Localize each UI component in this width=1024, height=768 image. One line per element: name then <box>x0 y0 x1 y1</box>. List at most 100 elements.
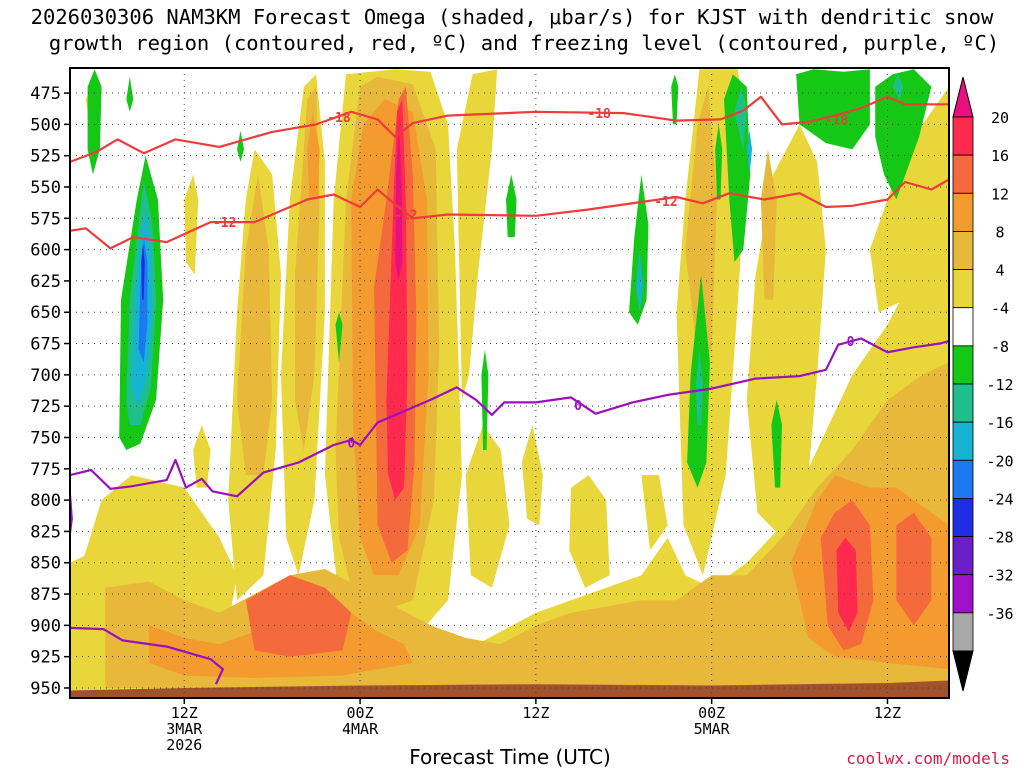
omega-shade-g12-55 <box>746 130 753 175</box>
y-tick-label-825: 825 <box>30 522 61 542</box>
contour-label-1-1: -12 <box>394 209 417 224</box>
contour-line-4 <box>70 626 224 685</box>
omega-shade-c4-15 <box>869 86 949 313</box>
colorbar-swatch-9 <box>952 459 974 499</box>
colorbar-swatch-11 <box>952 536 974 576</box>
colorbar-label-4: 4 <box>995 262 1004 280</box>
omega-shade-c4-12 <box>641 475 668 551</box>
y-tick-label-850: 850 <box>30 554 61 574</box>
contour-label-2-1: 0 <box>574 399 582 414</box>
omega-shade-c8-17 <box>237 174 273 476</box>
omega-shade-c4-9 <box>465 425 510 588</box>
omega-shade-c16-30 <box>896 512 932 626</box>
omega-shade-c20-32 <box>836 537 858 632</box>
y-tick-label-550: 550 <box>30 178 61 198</box>
y-tick-label-750: 750 <box>30 428 61 448</box>
contour-line-2 <box>70 337 949 498</box>
colorbar-swatch-3 <box>952 231 974 270</box>
contour-label-0-2: -18 <box>825 113 849 128</box>
colorbar-label-13: -36 <box>986 605 1013 623</box>
colorbar-swatch-12 <box>952 574 974 614</box>
credit-text: coolwx.com/models <box>846 749 1010 768</box>
x-tick-label-20-1: 12Z <box>522 704 549 722</box>
contour-label-1-2: -12 <box>654 195 677 210</box>
colorbar-label-11: -28 <box>986 529 1013 547</box>
colorbar-label-12: -32 <box>986 567 1013 585</box>
gridlines <box>70 68 949 698</box>
colorbar-swatch-2 <box>952 192 974 232</box>
y-tick-label-600: 600 <box>30 241 61 261</box>
x-tick-label-0-2: 3MAR <box>166 720 203 738</box>
omega-shade-g12-54 <box>636 249 644 313</box>
omega-shade-c4-10 <box>521 425 543 526</box>
contour-label-0-0: -18 <box>327 111 351 126</box>
colorbar-label-9: -20 <box>986 452 1013 470</box>
omega-shade-g4-47 <box>771 399 782 488</box>
y-tick-label-725: 725 <box>30 397 61 417</box>
colorbar-label-1: 16 <box>991 147 1009 165</box>
colorbar-swatch-1 <box>952 154 974 194</box>
contour-line-0 <box>70 95 949 163</box>
colorbar-swatch-10 <box>952 498 974 537</box>
x-tick-label-30-1: 00Z <box>698 704 725 722</box>
omega-shade-g4-43 <box>875 69 932 200</box>
omega-shade-g4-39 <box>629 174 649 325</box>
colorbar-label-3: 8 <box>995 223 1004 241</box>
contour-label-0-1: -18 <box>587 107 611 122</box>
colorbar-swatch-4 <box>952 269 974 309</box>
y-tick-label-675: 675 <box>30 335 61 355</box>
colorbar-swatch-0 <box>952 116 974 156</box>
x-tick-label-10-2: 4MAR <box>342 720 379 738</box>
plot-frame <box>69 67 950 699</box>
y-axis: 475 500 525 550 575 600 625 650 675 700 725 750 775 8… <box>30 84 70 699</box>
colorbar-label-8: -16 <box>986 414 1013 432</box>
contour-label-2-2: 0 <box>847 335 855 350</box>
y-tick-label-925: 925 <box>30 648 61 668</box>
colorbar-label-7: -12 <box>986 376 1013 394</box>
y-tick-label-800: 800 <box>30 491 61 511</box>
y-tick-label-625: 625 <box>30 272 61 292</box>
omega-shade-g4-37 <box>237 130 244 162</box>
chart-title-line1: 2026030306 NAM3KM Forecast Omega (shaded… <box>31 5 994 29</box>
terrain-band <box>70 680 949 698</box>
colorbar: 20 16 12 8 4 -4 -8 -12 -16 -20 -24 -28 -32 -36 <box>952 76 1014 692</box>
x-tick-label-10-1: 00Z <box>347 704 374 722</box>
y-tick-label-900: 900 <box>30 616 61 636</box>
omega-shade-c4-11 <box>569 475 610 588</box>
contours <box>70 95 949 685</box>
y-tick-label-875: 875 <box>30 585 61 605</box>
x-tick-label-30-2: 5MAR <box>694 720 731 738</box>
y-tick-label-950: 950 <box>30 679 61 699</box>
omega-shade-c8-21 <box>685 86 717 375</box>
omega-shade-g4-38 <box>506 174 517 238</box>
y-tick-label-700: 700 <box>30 366 61 386</box>
y-tick-label-575: 575 <box>30 209 61 229</box>
colorbar-swatch-13 <box>952 612 974 652</box>
colorbar-label-6: -8 <box>991 338 1009 356</box>
omega-shade-c4-2 <box>184 174 199 275</box>
omega-shade-g8-51 <box>892 74 904 100</box>
y-tick-label-500: 500 <box>30 115 61 135</box>
omega-shade-g4-45 <box>335 312 343 363</box>
colorbar-bottom-arrow <box>952 650 974 692</box>
omega-shade-c4-8 <box>456 69 498 400</box>
y-tick-label-525: 525 <box>30 147 61 167</box>
omega-shade-g4-48 <box>481 349 489 450</box>
omega-shade-c20-31 <box>386 99 408 501</box>
omega-shade-c4-3 <box>193 425 211 488</box>
omega-shade-g4-42 <box>796 69 870 150</box>
omega-shade-g20-57 <box>141 243 145 300</box>
omega-shade-c12-23 <box>307 111 320 200</box>
x-axis-label: Forecast Time (UTC) <box>409 745 611 768</box>
omega-shade-c24-33 <box>395 124 403 281</box>
x-tick-label-0-1: 12Z <box>171 704 198 722</box>
colorbar-swatch-6 <box>952 345 974 385</box>
colorbar-swatch-5 <box>952 307 974 347</box>
colorbar-swatch-8 <box>952 421 974 461</box>
colorbar-label-2: 12 <box>991 185 1009 203</box>
omega-shade-g8-52 <box>695 349 703 425</box>
colorbar-label-0: 20 <box>991 109 1009 127</box>
y-tick-label-775: 775 <box>30 460 61 480</box>
